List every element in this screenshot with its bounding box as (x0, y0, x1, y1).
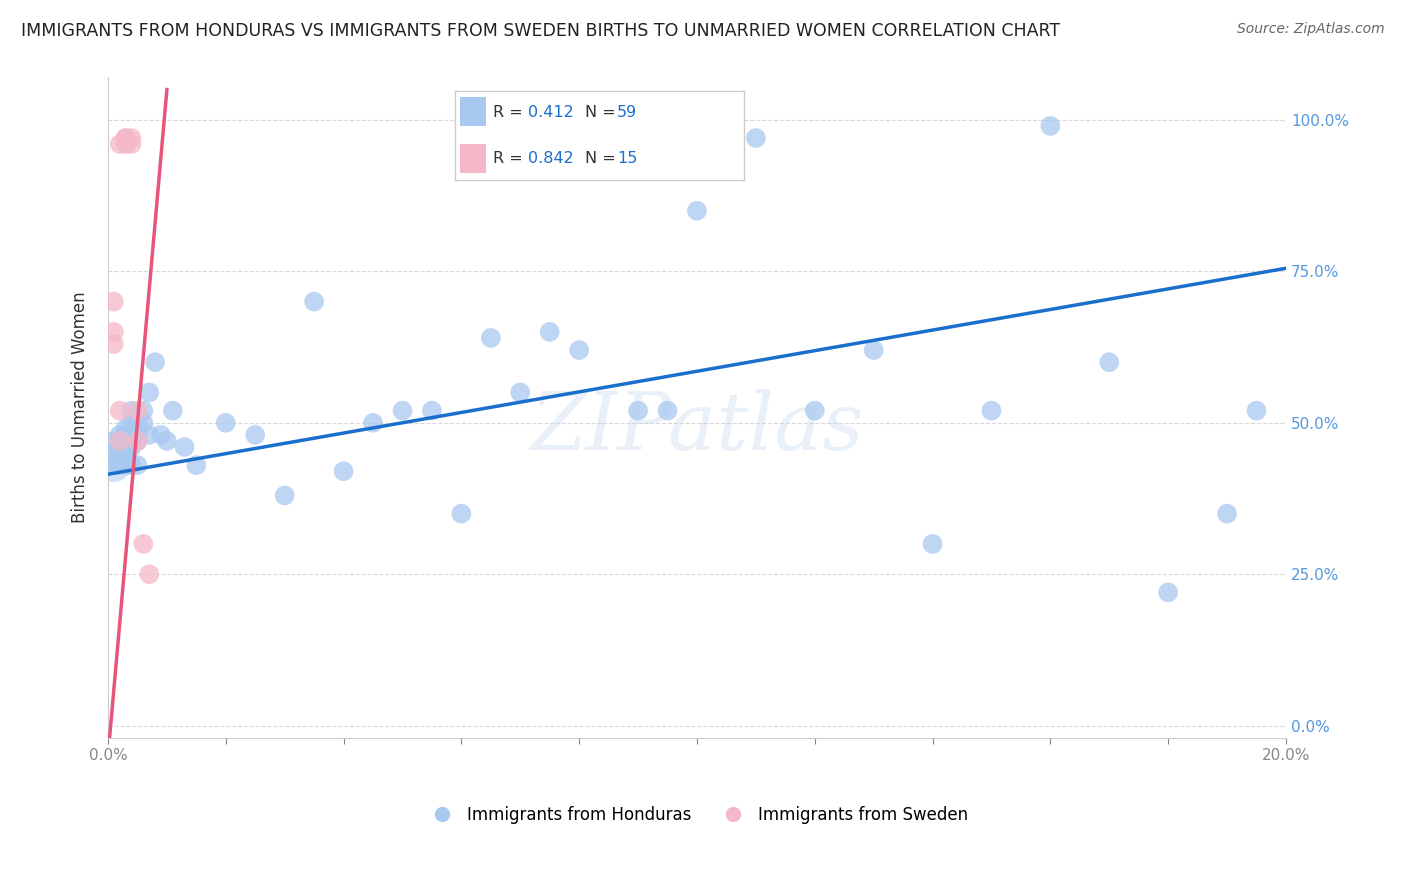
Point (361, 416, 384, 430)
Point (245, 428, 267, 442)
Point (420, 403, 443, 417)
Point (215, 416, 238, 430)
Point (108, 458, 131, 472)
Point (108, 137, 131, 152)
Point (980, 403, 1002, 417)
Point (127, 428, 149, 442)
Point (114, 131, 136, 145)
Point (479, 331, 502, 345)
Point (103, 446, 125, 460)
Point (509, 385, 531, 400)
Point (450, 507, 472, 521)
Point (745, 131, 768, 145)
Point (302, 294, 325, 309)
Point (1098, 355, 1121, 369)
Point (150, 428, 173, 442)
Point (332, 464, 354, 478)
Point (686, 203, 709, 218)
Point (108, 403, 131, 417)
Text: Source: ZipAtlas.com: Source: ZipAtlas.com (1237, 22, 1385, 37)
Text: IMMIGRANTS FROM HONDURAS VS IMMIGRANTS FROM SWEDEN BIRTHS TO UNMARRIED WOMEN COR: IMMIGRANTS FROM HONDURAS VS IMMIGRANTS F… (21, 22, 1060, 40)
Point (103, 458, 125, 472)
Point (1039, 119, 1062, 133)
Point (114, 458, 136, 472)
Point (103, 294, 125, 309)
Point (108, 452, 131, 467)
Point (862, 343, 884, 357)
Point (132, 416, 155, 430)
Point (108, 434, 131, 448)
Point (127, 403, 149, 417)
Point (121, 416, 143, 430)
Point (657, 403, 679, 417)
Point (1216, 507, 1239, 521)
Point (114, 440, 136, 454)
Point (114, 434, 136, 448)
Point (538, 325, 561, 339)
Point (1157, 585, 1180, 599)
Point (627, 403, 650, 417)
Point (173, 440, 195, 454)
Point (273, 488, 295, 502)
Point (143, 355, 166, 369)
Point (103, 458, 125, 472)
Point (108, 440, 131, 454)
Point (391, 403, 413, 417)
Point (114, 452, 136, 467)
Point (121, 458, 143, 472)
Legend: Immigrants from Honduras, Immigrants from Sweden: Immigrants from Honduras, Immigrants fro… (419, 799, 974, 830)
Point (121, 137, 143, 152)
Point (114, 131, 136, 145)
Point (568, 343, 591, 357)
Point (108, 428, 131, 442)
Point (132, 537, 155, 551)
Point (138, 428, 160, 442)
Point (121, 440, 143, 454)
Point (156, 434, 179, 448)
Text: ZIPatlas: ZIPatlas (530, 389, 863, 467)
Point (127, 416, 149, 430)
Point (103, 325, 125, 339)
Point (138, 385, 160, 400)
Point (103, 337, 125, 351)
Point (114, 428, 136, 442)
Y-axis label: Births to Unmarried Women: Births to Unmarried Women (72, 292, 89, 524)
Point (186, 458, 208, 472)
Point (121, 403, 143, 417)
Point (162, 403, 184, 417)
Point (108, 434, 131, 448)
Point (114, 137, 136, 152)
Point (127, 434, 149, 448)
Point (121, 434, 143, 448)
Point (803, 403, 825, 417)
Point (132, 403, 155, 417)
Point (103, 434, 125, 448)
Point (127, 458, 149, 472)
Point (121, 131, 143, 145)
Point (138, 567, 160, 582)
Point (127, 434, 149, 448)
Point (1246, 403, 1268, 417)
Point (114, 422, 136, 436)
Point (921, 537, 943, 551)
